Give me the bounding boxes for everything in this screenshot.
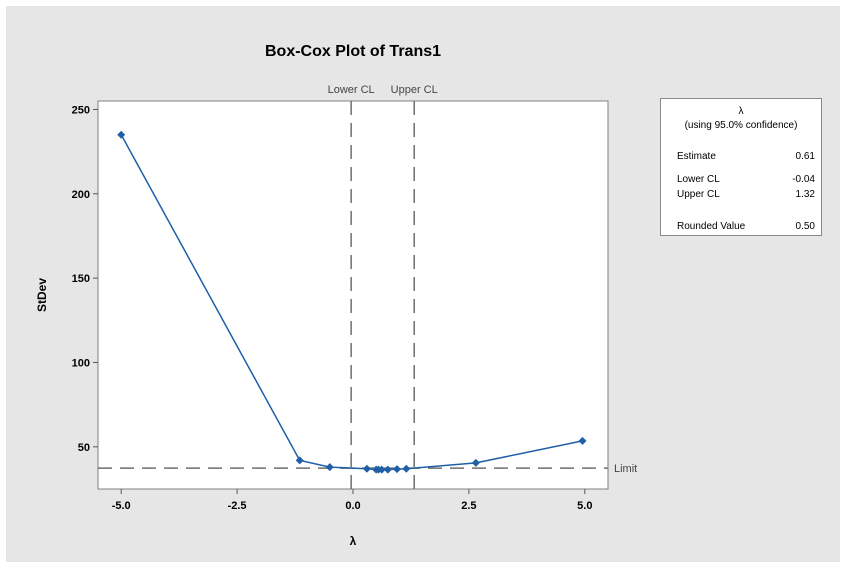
x-tick-label: -5.0	[112, 500, 131, 512]
lower-cl-label: Lower CL	[328, 84, 375, 96]
x-tick-label: -2.5	[228, 500, 247, 512]
data-point	[295, 456, 304, 465]
data-point	[362, 464, 371, 473]
chart-title: Box-Cox Plot of Trans1	[265, 43, 441, 60]
upper-cl-label: Upper CL	[391, 84, 438, 96]
data-point	[377, 465, 386, 474]
y-tick-label: 100	[72, 357, 90, 369]
legend-row-label: Estimate	[677, 151, 716, 162]
legend-row-value: -0.04	[792, 174, 815, 185]
x-tick-label: 0.0	[345, 500, 360, 512]
legend-row-rounded-value: Rounded Value 0.50	[677, 221, 815, 233]
legend-header: λ	[738, 106, 744, 117]
x-axis-label: λ	[350, 534, 357, 548]
legend-box: λ (using 95.0% confidence) Estimate 0.61…	[660, 98, 822, 236]
legend-row-lower-cl: Lower CL -0.04	[677, 174, 815, 186]
legend-subheader: (using 95.0% confidence)	[684, 120, 798, 131]
plot-area	[97, 100, 609, 490]
data-point	[471, 458, 480, 467]
x-tick-label: 5.0	[577, 500, 592, 512]
data-point	[383, 465, 392, 474]
data-point	[393, 465, 402, 474]
y-tick-label: 200	[72, 189, 90, 201]
legend-row-value: 1.32	[795, 189, 815, 200]
legend-row-value: 0.61	[795, 151, 815, 162]
y-tick-label: 150	[72, 273, 90, 285]
legend-row-label: Upper CL	[677, 189, 720, 200]
legend-row-label: Rounded Value	[677, 221, 746, 232]
data-point	[325, 463, 334, 472]
y-axis-label: StDev	[35, 278, 49, 312]
y-tick-label: 50	[78, 442, 90, 454]
legend-row-label: Lower CL	[677, 174, 720, 185]
x-ticks: -5.0 -2.5 0.0 2.5 5.0	[112, 489, 592, 512]
data-point	[117, 130, 126, 139]
limit-label: Limit	[614, 463, 637, 475]
data-point	[402, 464, 411, 473]
data-point	[578, 436, 587, 445]
x-tick-label: 2.5	[461, 500, 476, 512]
legend-row-upper-cl: Upper CL 1.32	[677, 189, 815, 201]
legend-row-estimate: Estimate 0.61	[677, 151, 815, 163]
y-ticks: 50 100 150 200 250	[72, 104, 98, 454]
legend-row-value: 0.50	[795, 221, 815, 232]
series-layer	[117, 130, 587, 474]
y-tick-label: 250	[72, 104, 90, 116]
